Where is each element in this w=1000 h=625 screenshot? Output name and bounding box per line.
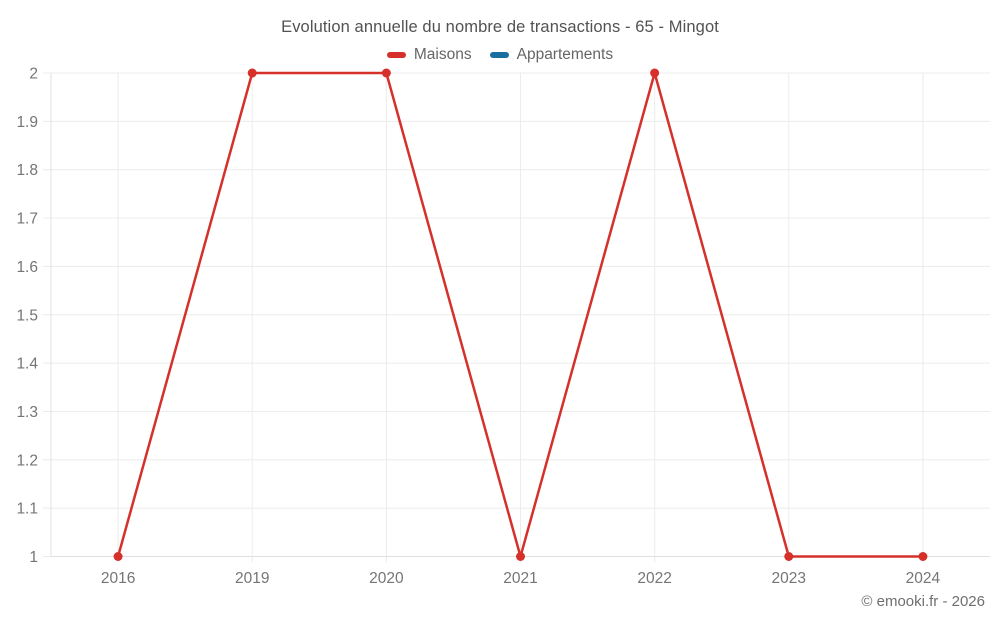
data-point[interactable] xyxy=(650,68,660,78)
chart-title: Evolution annuelle du nombre de transact… xyxy=(281,18,719,36)
y-tick-label: 2 xyxy=(29,66,38,83)
y-tick-label: 1.6 xyxy=(16,259,38,276)
y-tick-label: 1.5 xyxy=(16,307,38,324)
maisons-legend-label: Maisons xyxy=(413,46,472,63)
x-tick-label: 2023 xyxy=(772,570,806,587)
x-tick-label: 2016 xyxy=(101,570,135,587)
x-tick-label: 2024 xyxy=(906,570,941,587)
x-tick-label: 2021 xyxy=(503,570,537,587)
y-tick-label: 1.7 xyxy=(16,211,38,228)
data-point[interactable] xyxy=(113,552,123,561)
chart-legend: Maisons Appartements xyxy=(0,46,1000,64)
data-point[interactable] xyxy=(381,68,391,78)
copyright-text: © emooki.fr - 2026 xyxy=(861,593,985,610)
y-tick-label: 1.3 xyxy=(16,404,38,421)
y-tick-label: 1.9 xyxy=(16,114,38,131)
x-tick-label: 2019 xyxy=(235,570,269,587)
legend-item-appartements[interactable]: Appartements xyxy=(489,46,614,64)
appartements-legend-label: Appartements xyxy=(516,46,614,63)
y-tick-label: 1 xyxy=(29,549,38,566)
data-point[interactable] xyxy=(784,552,794,561)
x-tick-label: 2022 xyxy=(637,570,671,587)
y-tick-label: 1.2 xyxy=(16,452,38,469)
data-point[interactable] xyxy=(247,68,257,78)
y-tick-label: 1.4 xyxy=(16,356,38,373)
appartements-series-swatch xyxy=(489,52,509,58)
data-point[interactable] xyxy=(516,552,525,561)
data-point[interactable] xyxy=(918,552,928,561)
y-tick-label: 1.8 xyxy=(16,162,38,179)
y-tick-label: 1.1 xyxy=(16,501,38,518)
maisons-series-swatch xyxy=(386,52,406,58)
legend-item-maisons[interactable]: Maisons xyxy=(386,46,472,64)
x-tick-label: 2020 xyxy=(369,570,404,587)
